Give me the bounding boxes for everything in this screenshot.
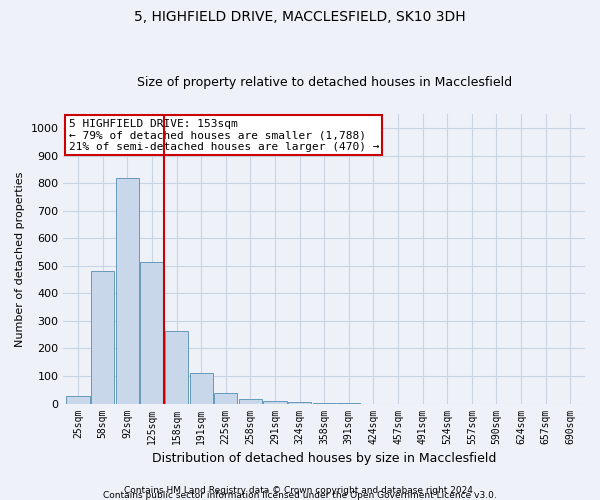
Bar xyxy=(239,398,262,404)
Text: 5, HIGHFIELD DRIVE, MACCLESFIELD, SK10 3DH: 5, HIGHFIELD DRIVE, MACCLESFIELD, SK10 3… xyxy=(134,10,466,24)
Bar xyxy=(165,330,188,404)
Bar xyxy=(67,396,90,404)
Bar xyxy=(140,262,164,404)
Text: 5 HIGHFIELD DRIVE: 153sqm
← 79% of detached houses are smaller (1,788)
21% of se: 5 HIGHFIELD DRIVE: 153sqm ← 79% of detac… xyxy=(68,118,379,152)
X-axis label: Distribution of detached houses by size in Macclesfield: Distribution of detached houses by size … xyxy=(152,452,496,465)
Bar xyxy=(214,394,238,404)
Title: Size of property relative to detached houses in Macclesfield: Size of property relative to detached ho… xyxy=(137,76,512,90)
Bar xyxy=(190,374,213,404)
Text: Contains HM Land Registry data © Crown copyright and database right 2024.: Contains HM Land Registry data © Crown c… xyxy=(124,486,476,495)
Y-axis label: Number of detached properties: Number of detached properties xyxy=(15,171,25,346)
Bar xyxy=(263,401,287,404)
Bar xyxy=(91,272,115,404)
Text: Contains public sector information licensed under the Open Government Licence v3: Contains public sector information licen… xyxy=(103,491,497,500)
Bar xyxy=(288,402,311,404)
Bar xyxy=(116,178,139,404)
